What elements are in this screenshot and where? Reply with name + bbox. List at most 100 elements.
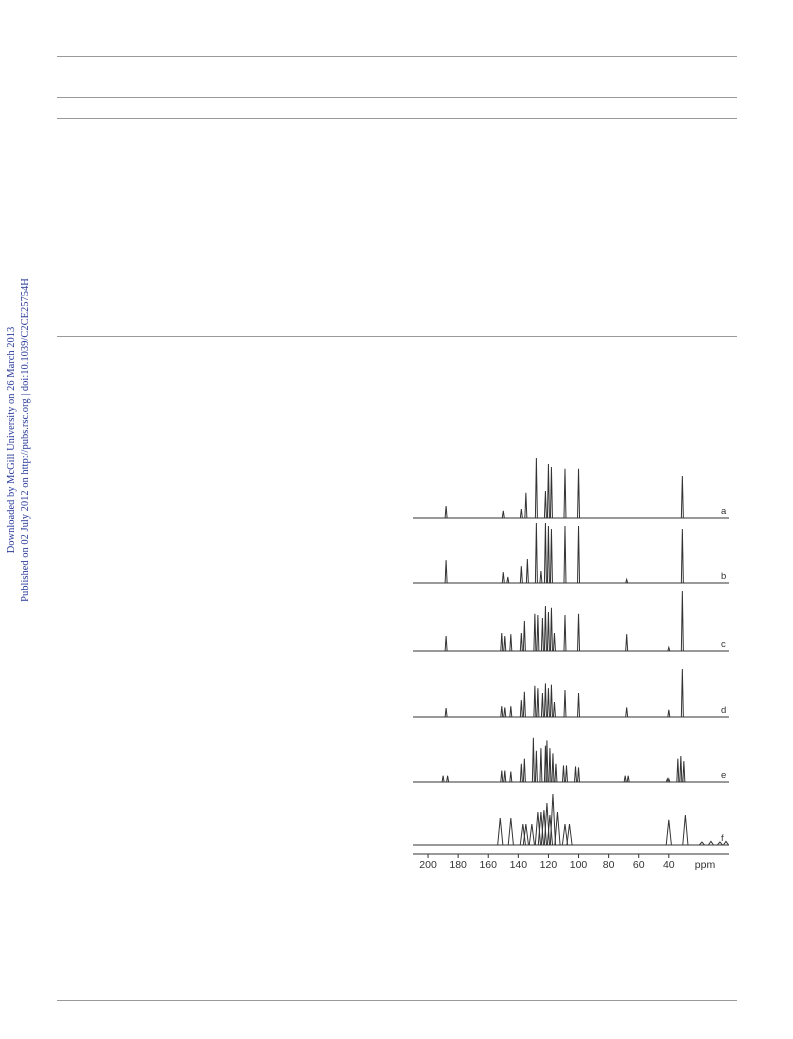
spectrum-d-peak-15 bbox=[625, 707, 629, 718]
spectrum-c-peak-0 bbox=[444, 635, 448, 652]
spectrum-e-peak-16 bbox=[564, 765, 568, 783]
spectrum-e-peak-4 bbox=[509, 771, 513, 783]
section-rule bbox=[57, 336, 737, 337]
spectrum-trace-c: c bbox=[413, 590, 729, 652]
header-rule-bottom bbox=[57, 118, 737, 119]
spectrum-trace-f: f bbox=[413, 793, 729, 846]
footer-rule bbox=[57, 1000, 737, 1001]
spectrum-c-peak-13 bbox=[563, 614, 567, 652]
spectrum-b-peak-1 bbox=[501, 572, 505, 584]
x-tick-label-120: 120 bbox=[540, 859, 558, 871]
spectrum-trace-a: a bbox=[413, 457, 729, 519]
spectrum-b-peak-7 bbox=[543, 522, 547, 584]
spectrum-e-peak-13 bbox=[551, 753, 555, 783]
spectrum-a-peak-6 bbox=[546, 463, 550, 519]
spectrum-e-peak-2 bbox=[500, 770, 504, 783]
spectrum-f-peak-3 bbox=[522, 823, 529, 846]
spectrum-c-peak-4 bbox=[519, 632, 523, 652]
x-tick-label-180: 180 bbox=[449, 859, 467, 871]
spectrum-a-peak-9 bbox=[577, 468, 581, 519]
spectrum-d-peak-8 bbox=[540, 692, 544, 718]
spectrum-a-peak-1 bbox=[501, 510, 505, 519]
header-rule-top bbox=[57, 56, 737, 57]
spectrum-c-peak-14 bbox=[577, 613, 581, 652]
spectrum-b-peak-4 bbox=[525, 558, 529, 584]
header-rule-middle bbox=[57, 97, 737, 98]
spectrum-c-peak-6 bbox=[533, 613, 537, 652]
x-tick-label-80: 80 bbox=[603, 859, 615, 871]
spectrum-a-peak-10 bbox=[680, 475, 684, 519]
spectrum-e-peak-14 bbox=[554, 763, 558, 783]
spectrum-a-peak-8 bbox=[563, 468, 567, 519]
spectrum-f-peak-12 bbox=[561, 823, 569, 846]
spectrum-c-peak-15 bbox=[625, 634, 629, 652]
spectrum-c-peak-8 bbox=[540, 617, 544, 652]
spectrum-d-peak-1 bbox=[500, 706, 504, 718]
spectrum-e-peak-9 bbox=[539, 748, 543, 783]
spectrum-f-peak-11 bbox=[554, 811, 561, 846]
spectrum-f-peak-1 bbox=[507, 817, 514, 846]
spectrum-f-peak-0 bbox=[497, 817, 504, 846]
spectrum-e-peak-18 bbox=[577, 767, 581, 783]
spectrum-trace-b: b bbox=[413, 522, 729, 584]
x-tick-label-100: 100 bbox=[570, 859, 588, 871]
x-tick-label-60: 60 bbox=[633, 859, 645, 871]
spectrum-d-peak-10 bbox=[546, 688, 550, 718]
spectrum-f-peak-4 bbox=[528, 823, 535, 846]
spectrum-d-peak-7 bbox=[536, 688, 540, 718]
spectrum-a-peak-3 bbox=[524, 492, 528, 519]
spectrum-e-peak-25 bbox=[682, 761, 686, 783]
spectrum-c-peak-5 bbox=[522, 620, 526, 652]
x-tick-label-200: 200 bbox=[419, 859, 437, 871]
spectrum-f-peak-13 bbox=[566, 823, 573, 846]
spectrum-d-peak-12 bbox=[552, 701, 556, 718]
watermark-line-published[interactable]: Published on 02 July 2012 on http://pubs… bbox=[20, 278, 31, 602]
spectrum-d-peak-5 bbox=[522, 691, 526, 718]
spectrum-e-peak-7 bbox=[531, 737, 535, 783]
spectrum-b-peak-8 bbox=[546, 525, 550, 584]
spectrum-b-peak-9 bbox=[549, 528, 553, 584]
nmr-stacked-spectra-chart: a b c d e f 200 180 160 140 120 100 80 60 40 ppm bbox=[413, 457, 729, 871]
spectrum-e-peak-6 bbox=[522, 758, 526, 783]
spectrum-a-peak-4 bbox=[534, 457, 538, 519]
spectrum-a-peak-7 bbox=[549, 466, 553, 519]
spectrum-d-peak-14 bbox=[577, 692, 581, 718]
spectrum-label-f: f bbox=[721, 833, 724, 844]
spectrum-e-peak-12 bbox=[548, 748, 552, 783]
spectrum-e-peak-8 bbox=[534, 750, 538, 783]
spectrum-e-peak-0 bbox=[441, 775, 445, 783]
spectra-traces: a b c d e f bbox=[413, 457, 729, 846]
x-tick-label-40: 40 bbox=[663, 859, 675, 871]
spectrum-c-peak-9 bbox=[543, 605, 547, 652]
spectrum-c-peak-3 bbox=[509, 634, 513, 652]
x-axis-unit-label: ppm bbox=[695, 859, 716, 871]
spectrum-e-peak-11 bbox=[545, 740, 549, 783]
spectrum-a-peak-5 bbox=[543, 490, 547, 519]
spectrum-d-peak-17 bbox=[680, 668, 684, 718]
spectrum-label-b: b bbox=[721, 571, 726, 582]
x-axis-ticks: 200 180 160 140 120 100 80 60 40 bbox=[419, 854, 675, 871]
spectrum-e-peak-24 bbox=[679, 755, 683, 783]
spectrum-b-peak-6 bbox=[539, 570, 543, 584]
spectrum-c-peak-11 bbox=[549, 607, 553, 652]
spectrum-f-peak-19 bbox=[722, 840, 729, 846]
spectrum-label-e: e bbox=[721, 770, 726, 781]
watermark-line-downloaded[interactable]: Downloaded by McGill University on 26 Ma… bbox=[6, 327, 17, 554]
spectrum-f-peak-14 bbox=[665, 819, 672, 846]
spectrum-b-peak-0 bbox=[444, 560, 448, 584]
spectrum-d-peak-11 bbox=[549, 684, 553, 718]
spectrum-b-peak-5 bbox=[534, 522, 538, 584]
spectrum-e-peak-22 bbox=[667, 777, 671, 783]
spectrum-c-peak-1 bbox=[500, 632, 504, 652]
spectrum-e-peak-17 bbox=[574, 766, 578, 783]
spectrum-b-peak-13 bbox=[680, 528, 684, 584]
spectrum-c-peak-10 bbox=[546, 611, 550, 652]
spectrum-e-peak-1 bbox=[446, 775, 450, 783]
x-tick-label-160: 160 bbox=[479, 859, 497, 871]
spectrum-f-peak-9 bbox=[546, 814, 554, 846]
spectrum-c-peak-7 bbox=[536, 614, 540, 652]
spectrum-f-peak-18 bbox=[716, 841, 723, 846]
spectrum-f-peak-16 bbox=[698, 841, 705, 846]
spectrum-d-peak-3 bbox=[509, 706, 513, 718]
spectrum-b-peak-11 bbox=[577, 525, 581, 584]
